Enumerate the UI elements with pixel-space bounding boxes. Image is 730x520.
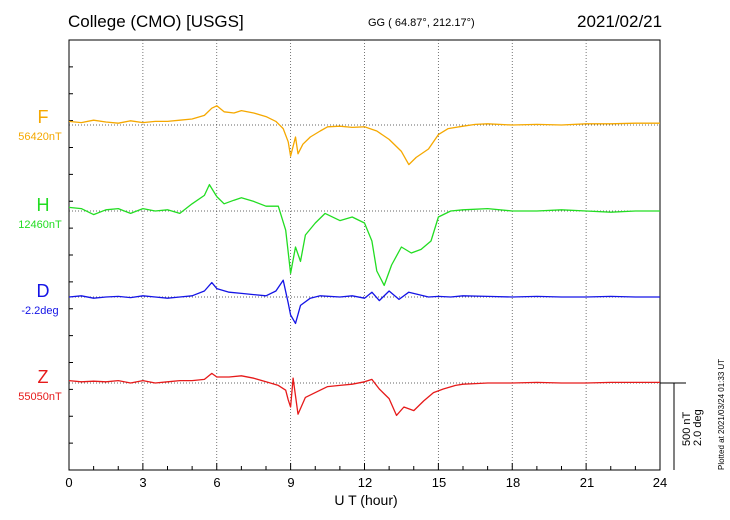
series-baseline-h: 12460nT [18, 219, 62, 231]
axis-ticks [68, 39, 661, 470]
x-tick-label: 15 [431, 475, 447, 490]
series-line-z [68, 372, 660, 417]
series-name-f: F [37, 107, 49, 127]
series-line-d [68, 279, 660, 325]
station-title: College (CMO) [USGS] [68, 12, 244, 31]
series-line-f [68, 105, 660, 166]
series-baseline-f: 56420nT [18, 131, 62, 143]
x-axis-title: U T (hour) [0, 492, 730, 508]
x-axis-title-text: U T (hour) [334, 492, 398, 508]
series-name-d: D [36, 281, 50, 301]
plot-date: 2021/02/21 [577, 12, 663, 31]
x-tick-label: 18 [505, 475, 521, 490]
series-traces [68, 105, 660, 417]
x-tick-label: 9 [287, 475, 295, 490]
scale-bar [660, 382, 686, 470]
series-name-z: Z [37, 367, 49, 387]
x-tick-label: 6 [213, 475, 221, 490]
series-baseline-z: 55050nT [18, 391, 62, 403]
x-tick-label: 24 [652, 475, 668, 490]
series-name-h: H [36, 195, 50, 215]
plot-frame [68, 39, 661, 471]
station-coordinates: GG ( 64.87°, 212.17°) [368, 17, 475, 29]
plot-grid [142, 40, 587, 470]
series-line-h [68, 183, 660, 287]
plotted-timestamp: Plotted at 2021/03/24 01:33 UT [717, 358, 726, 470]
x-tick-label: 12 [357, 475, 373, 490]
x-tick-label: 21 [579, 475, 595, 490]
x-tick-label: 3 [139, 475, 147, 490]
scale-label-angle: 2.0 deg [692, 409, 704, 446]
x-tick-label: 0 [65, 475, 73, 490]
series-baseline-d: -2.2deg [21, 305, 59, 317]
